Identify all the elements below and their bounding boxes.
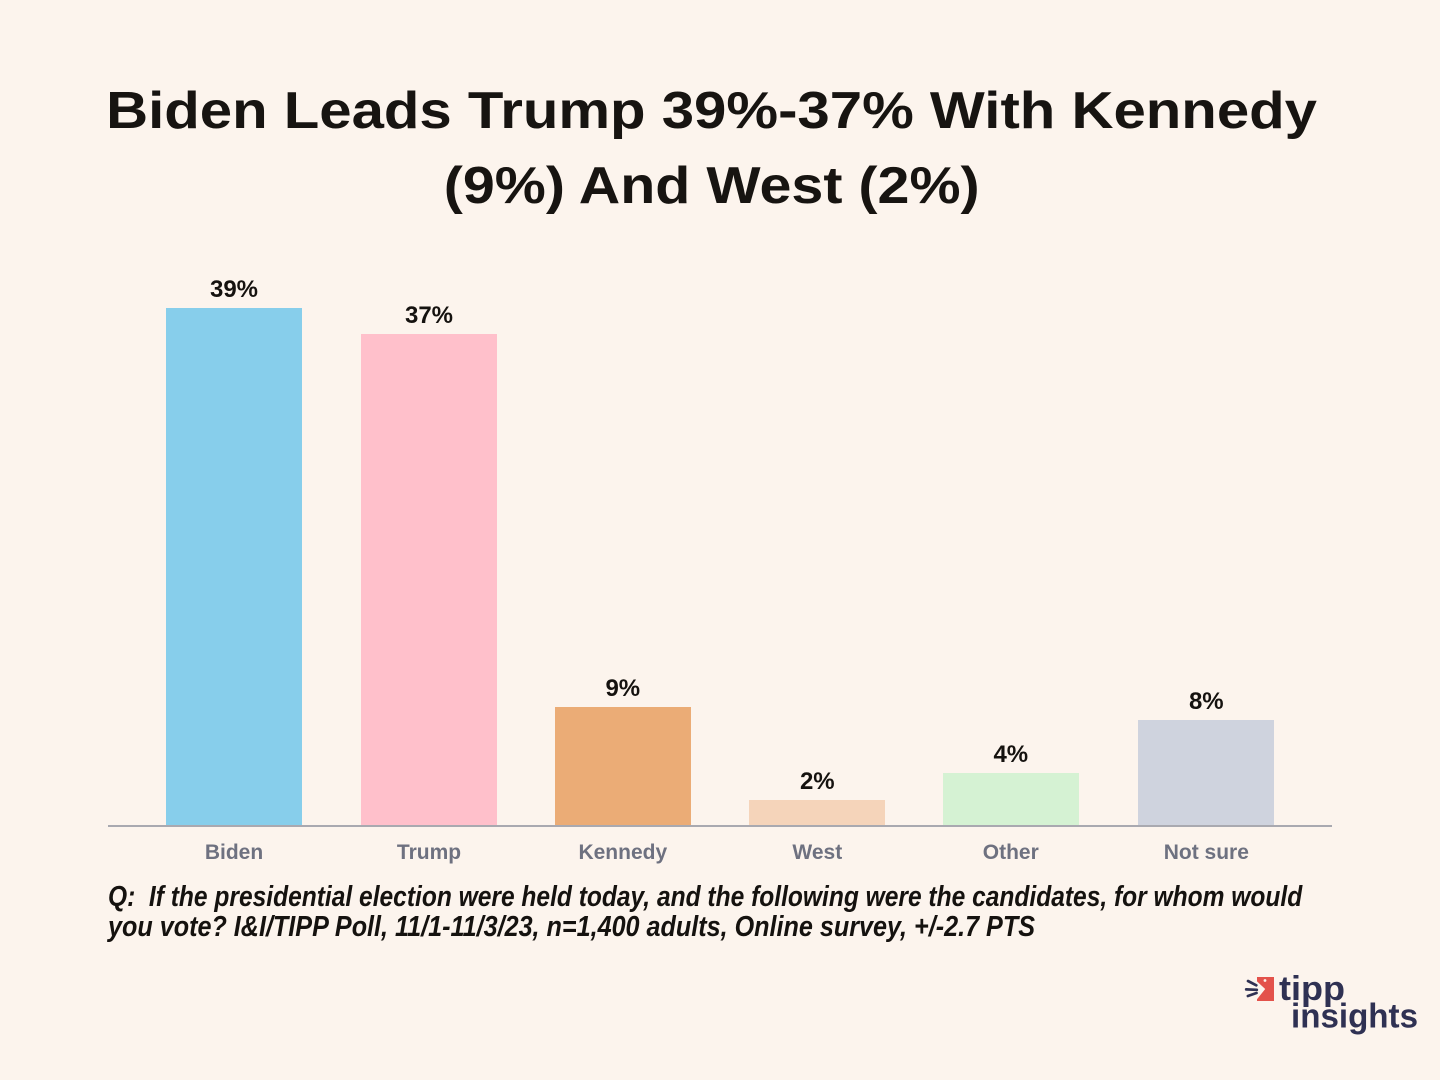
svg-text:insights: insights [1291, 998, 1418, 1036]
svg-text:tipp: tipp [1279, 970, 1345, 1008]
